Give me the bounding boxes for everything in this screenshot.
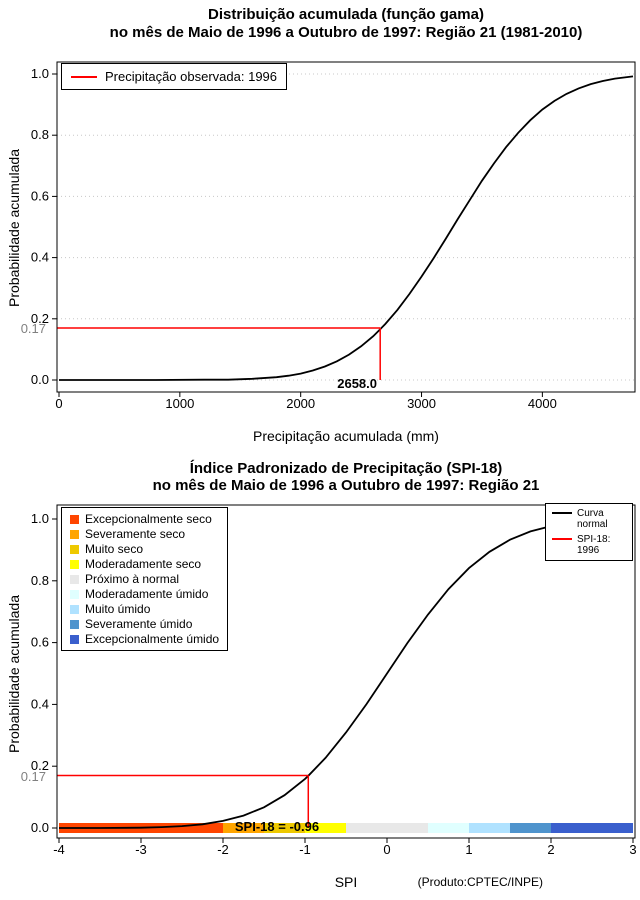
- spi-category-legend-item: Excepcionalmente úmido: [70, 633, 219, 645]
- spi-category-legend: Excepcionalmente seco Severamente seco Mui…: [61, 507, 229, 651]
- spi-category-legend-item: Próximo à normal: [70, 573, 219, 585]
- x-tick-label: 1000: [165, 396, 194, 411]
- spi-category-bar-segment: [469, 823, 510, 833]
- spi-category-legend-item: Muito úmido: [70, 603, 219, 615]
- chart1-title-line2: no mês de Maio de 1996 a Outubro de 1997…: [109, 24, 583, 41]
- category-color-swatch: [70, 574, 79, 584]
- y-tick-label: 0.4: [31, 250, 49, 265]
- y-tick-label: 1.0: [31, 66, 49, 81]
- chart1-y-axis-title: Probabilidade acumulada: [6, 149, 22, 307]
- chart2-x-axis-title: SPI: [334, 874, 358, 890]
- chart2-title-line1: Índice Padronizado de Precipitação (SPI-…: [189, 460, 503, 477]
- x-tick-label: -1: [299, 842, 311, 857]
- product-credit-label: (Produto:CPTEC/INPE): [417, 875, 543, 889]
- y-tick-label: 0.2: [31, 311, 49, 326]
- spi-category-legend-item: Excepcionalmente seco: [70, 513, 219, 525]
- category-color-swatch: [70, 544, 79, 554]
- spi-category-bar-segment: [264, 823, 305, 833]
- category-label: Moderadamente úmido: [85, 587, 209, 601]
- x-tick-label: -2: [217, 842, 229, 857]
- category-color-swatch: [70, 529, 79, 539]
- plot-box: [56, 504, 636, 839]
- chart2-legend-item: SPI-18: 1996: [552, 534, 626, 556]
- category-label: Próximo à normal: [85, 572, 180, 586]
- chart2-legend-item: Curva normal: [552, 508, 626, 530]
- category-label: Muito úmido: [85, 602, 151, 616]
- x-tick-label: -3: [135, 842, 147, 857]
- x-tick-label: 4000: [528, 396, 557, 411]
- y-tick-label: 0.2: [31, 758, 49, 773]
- x-tick-label: 1: [465, 842, 472, 857]
- gamma-cdf-panel: 0 1000 2000 3000 4000 0.0 0.2 0.4 0.6 0.8 1.0 Dist…: [6, 6, 636, 444]
- x-tick-label: 0: [55, 396, 62, 411]
- category-label: Excepcionalmente seco: [85, 512, 212, 526]
- category-color-swatch: [70, 604, 79, 614]
- category-color-swatch: [70, 634, 79, 644]
- cdf-curve: [59, 75, 634, 381]
- category-color-swatch: [70, 514, 79, 524]
- y-tick-label: 0.6: [31, 188, 49, 203]
- spi-category-bar-segment: [346, 823, 428, 833]
- gamma-cdf-chart-canvas: 0 1000 2000 3000 4000 0.0 0.2 0.4 0.6 0.8 1.0: [31, 61, 636, 411]
- chart1-x-axis-title: Precipitação acumulada (mm): [253, 428, 439, 444]
- spi-value-label: SPI-18 = -0.96: [234, 819, 320, 834]
- precipitation-marker-label: 2658.0: [337, 376, 377, 391]
- spi-category-bar-segment: [510, 823, 551, 833]
- category-color-swatch: [70, 619, 79, 629]
- spi-category-legend-item: Severamente úmido: [70, 618, 219, 630]
- x-tick-label: 2: [547, 842, 554, 857]
- cdf-curve: [59, 518, 634, 829]
- probability-marker-label: 0.17: [20, 321, 46, 336]
- legend-line-sample: [552, 512, 572, 514]
- spi-category-legend-item: Moderadamente úmido: [70, 588, 219, 600]
- x-tick-label: -4: [53, 842, 65, 857]
- category-label: Severamente úmido: [85, 617, 193, 631]
- x-tick-label: 3000: [407, 396, 436, 411]
- x-tick-label: 2000: [286, 396, 315, 411]
- y-tick-label: 0.8: [31, 127, 49, 142]
- spi-chart-canvas: -4 -3 -2 -1 0 1 2 3 0.0 0.2 0.4 0.6 0.8 1.0: [31, 504, 637, 857]
- y-tick-label: 1.0: [31, 511, 49, 526]
- legend-label: SPI-18: 1996: [577, 534, 611, 556]
- x-tick-label: 0: [383, 842, 390, 857]
- spi-panel: -4 -3 -2 -1 0 1 2 3 0.0 0.2 0.4 0.6 0.8 1.0 Índice Pa…: [0, 450, 640, 900]
- y-tick-label: 0.0: [31, 372, 49, 387]
- category-label: Severamente seco: [85, 527, 186, 541]
- legend-line-sample: [552, 538, 572, 540]
- category-label: Moderadamente seco: [85, 557, 202, 571]
- chart2-title-line2: no mês de Maio de 1996 a Outubro de 1997…: [152, 477, 540, 494]
- spi-category-bar-segment: [305, 823, 346, 833]
- probability-marker-label: 0.17: [20, 769, 46, 784]
- x-tick-label: 3: [629, 842, 636, 857]
- chart1-title-line1: Distribuição acumulada (função gama): [208, 6, 484, 23]
- y-tick-label: 0.0: [31, 820, 49, 835]
- category-label: Excepcionalmente úmido: [85, 632, 220, 646]
- category-color-swatch: [70, 589, 79, 599]
- y-tick-label: 0.6: [31, 635, 49, 650]
- chart2-legend: Curva normal SPI-18: 1996: [545, 503, 633, 561]
- spi-category-bar-segment: [428, 823, 469, 833]
- spi-category-legend-item: Moderadamente seco: [70, 558, 219, 570]
- category-label: Muito seco: [85, 542, 144, 556]
- spi-category-bar-segment: [551, 823, 633, 833]
- plot-box: [56, 61, 636, 393]
- category-color-swatch: [70, 559, 79, 569]
- chart1-legend-label: Precipitação observada: 1996: [105, 69, 278, 84]
- spi-category-bar-segment: [223, 823, 264, 833]
- observed-precipitation-line-sample: [71, 75, 97, 78]
- spi-category-legend-item: Severamente seco: [70, 528, 219, 540]
- y-tick-label: 0.4: [31, 696, 49, 711]
- chart2-y-axis-title: Probabilidade acumulada: [6, 595, 22, 753]
- spi-category-legend-item: Muito seco: [70, 543, 219, 555]
- y-tick-label: 0.8: [31, 573, 49, 588]
- legend-label: Curva normal: [577, 508, 608, 530]
- chart1-legend: Precipitação observada: 1996: [61, 63, 288, 90]
